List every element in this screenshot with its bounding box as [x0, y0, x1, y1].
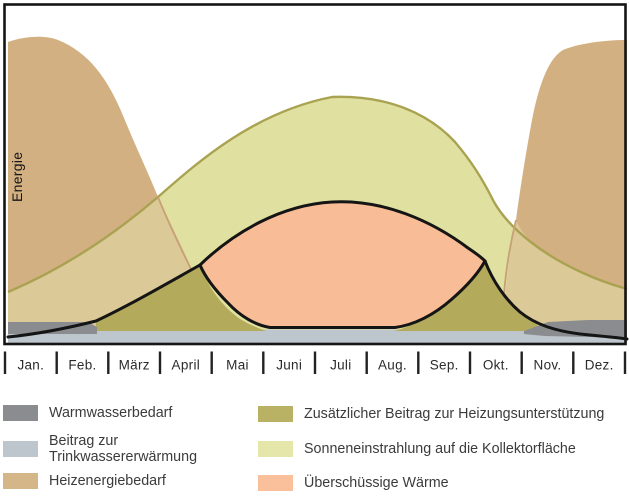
heating-demand-area-winter-left — [8, 36, 158, 292]
legend-item-heizungsunterstuetzung: Zusätzlicher Beitrag zur Heizungsunterst… — [258, 406, 604, 422]
solar-irradiation-outline — [7, 95, 628, 294]
month-label: Okt. — [483, 358, 509, 373]
legend-item-warmwasserbedarf: Warmwasserbedarf — [3, 405, 172, 421]
legend-item-ueberschuessige-waerme: Überschüssige Wärme — [258, 475, 449, 491]
legend-item-sonneneinstrahlung: Sonneneinstrahlung auf die Kollektorfläc… — [258, 441, 576, 457]
month-label: Aug. — [378, 358, 407, 373]
legend-label: Zusätzlicher Beitrag zur Heizungsunterst… — [304, 406, 605, 422]
legend-label: Beitrag zur Trinkwassererwärmung — [49, 433, 198, 465]
month-label: Mai — [226, 358, 249, 373]
legend-item-trinkwassererwaermung: Beitrag zur Trinkwassererwärmung — [3, 433, 197, 465]
month-labels: Jan. Feb. März April Mai Juni Juli Aug. … — [17, 358, 613, 373]
heating-demand-edge-right — [503, 219, 517, 295]
month-label: Juni — [276, 358, 302, 373]
month-label: Juli — [330, 358, 351, 373]
month-label: April — [172, 358, 201, 373]
month-label: Jan. — [17, 358, 44, 373]
legend-swatch-ueberschuessige-waerme — [258, 475, 293, 491]
heating-support-area-left — [96, 265, 266, 331]
balance-curve-left — [6, 263, 202, 339]
y-axis-label: Energie — [9, 152, 25, 202]
month-label: Dez. — [585, 358, 614, 373]
month-label: Nov. — [534, 358, 562, 373]
legend-swatch-heizenergiebedarf — [3, 473, 38, 489]
legend-item-heizenergiebedarf: Heizenergiebedarf — [3, 473, 166, 489]
legend-label: Überschüssige Wärme — [304, 475, 449, 491]
legend-swatch-warmwasserbedarf — [3, 405, 38, 421]
legend-label: Sonneneinstrahlung auf die Kollektorfläc… — [304, 441, 576, 457]
balance-curve-right — [483, 259, 629, 341]
month-label: Feb. — [68, 358, 96, 373]
axis-ticks — [3, 351, 627, 374]
heating-support-area-right — [394, 261, 539, 331]
legend-swatch-trinkwassererwaermung — [3, 441, 38, 457]
chart-border — [3, 3, 627, 346]
month-label: Sep. — [430, 358, 459, 373]
hot-water-demand-band-right — [524, 320, 627, 338]
legend-label: Warmwasserbedarf — [49, 405, 173, 421]
month-label: März — [119, 358, 150, 373]
overlap-blend-right — [503, 220, 627, 331]
heating-demand-area-winter-right — [516, 40, 627, 289]
legend-swatch-sonneneinstrahlung — [258, 441, 293, 457]
excess-heat-area — [198, 200, 487, 329]
energy-chart: Energie Jan. Feb. März April Mai Juni Ju — [3, 3, 629, 374]
legend-label: Heizenergiebedarf — [49, 473, 166, 489]
water-heating-contribution-strip — [8, 329, 627, 344]
legend-swatch-heizungsunterstuetzung — [258, 406, 293, 422]
